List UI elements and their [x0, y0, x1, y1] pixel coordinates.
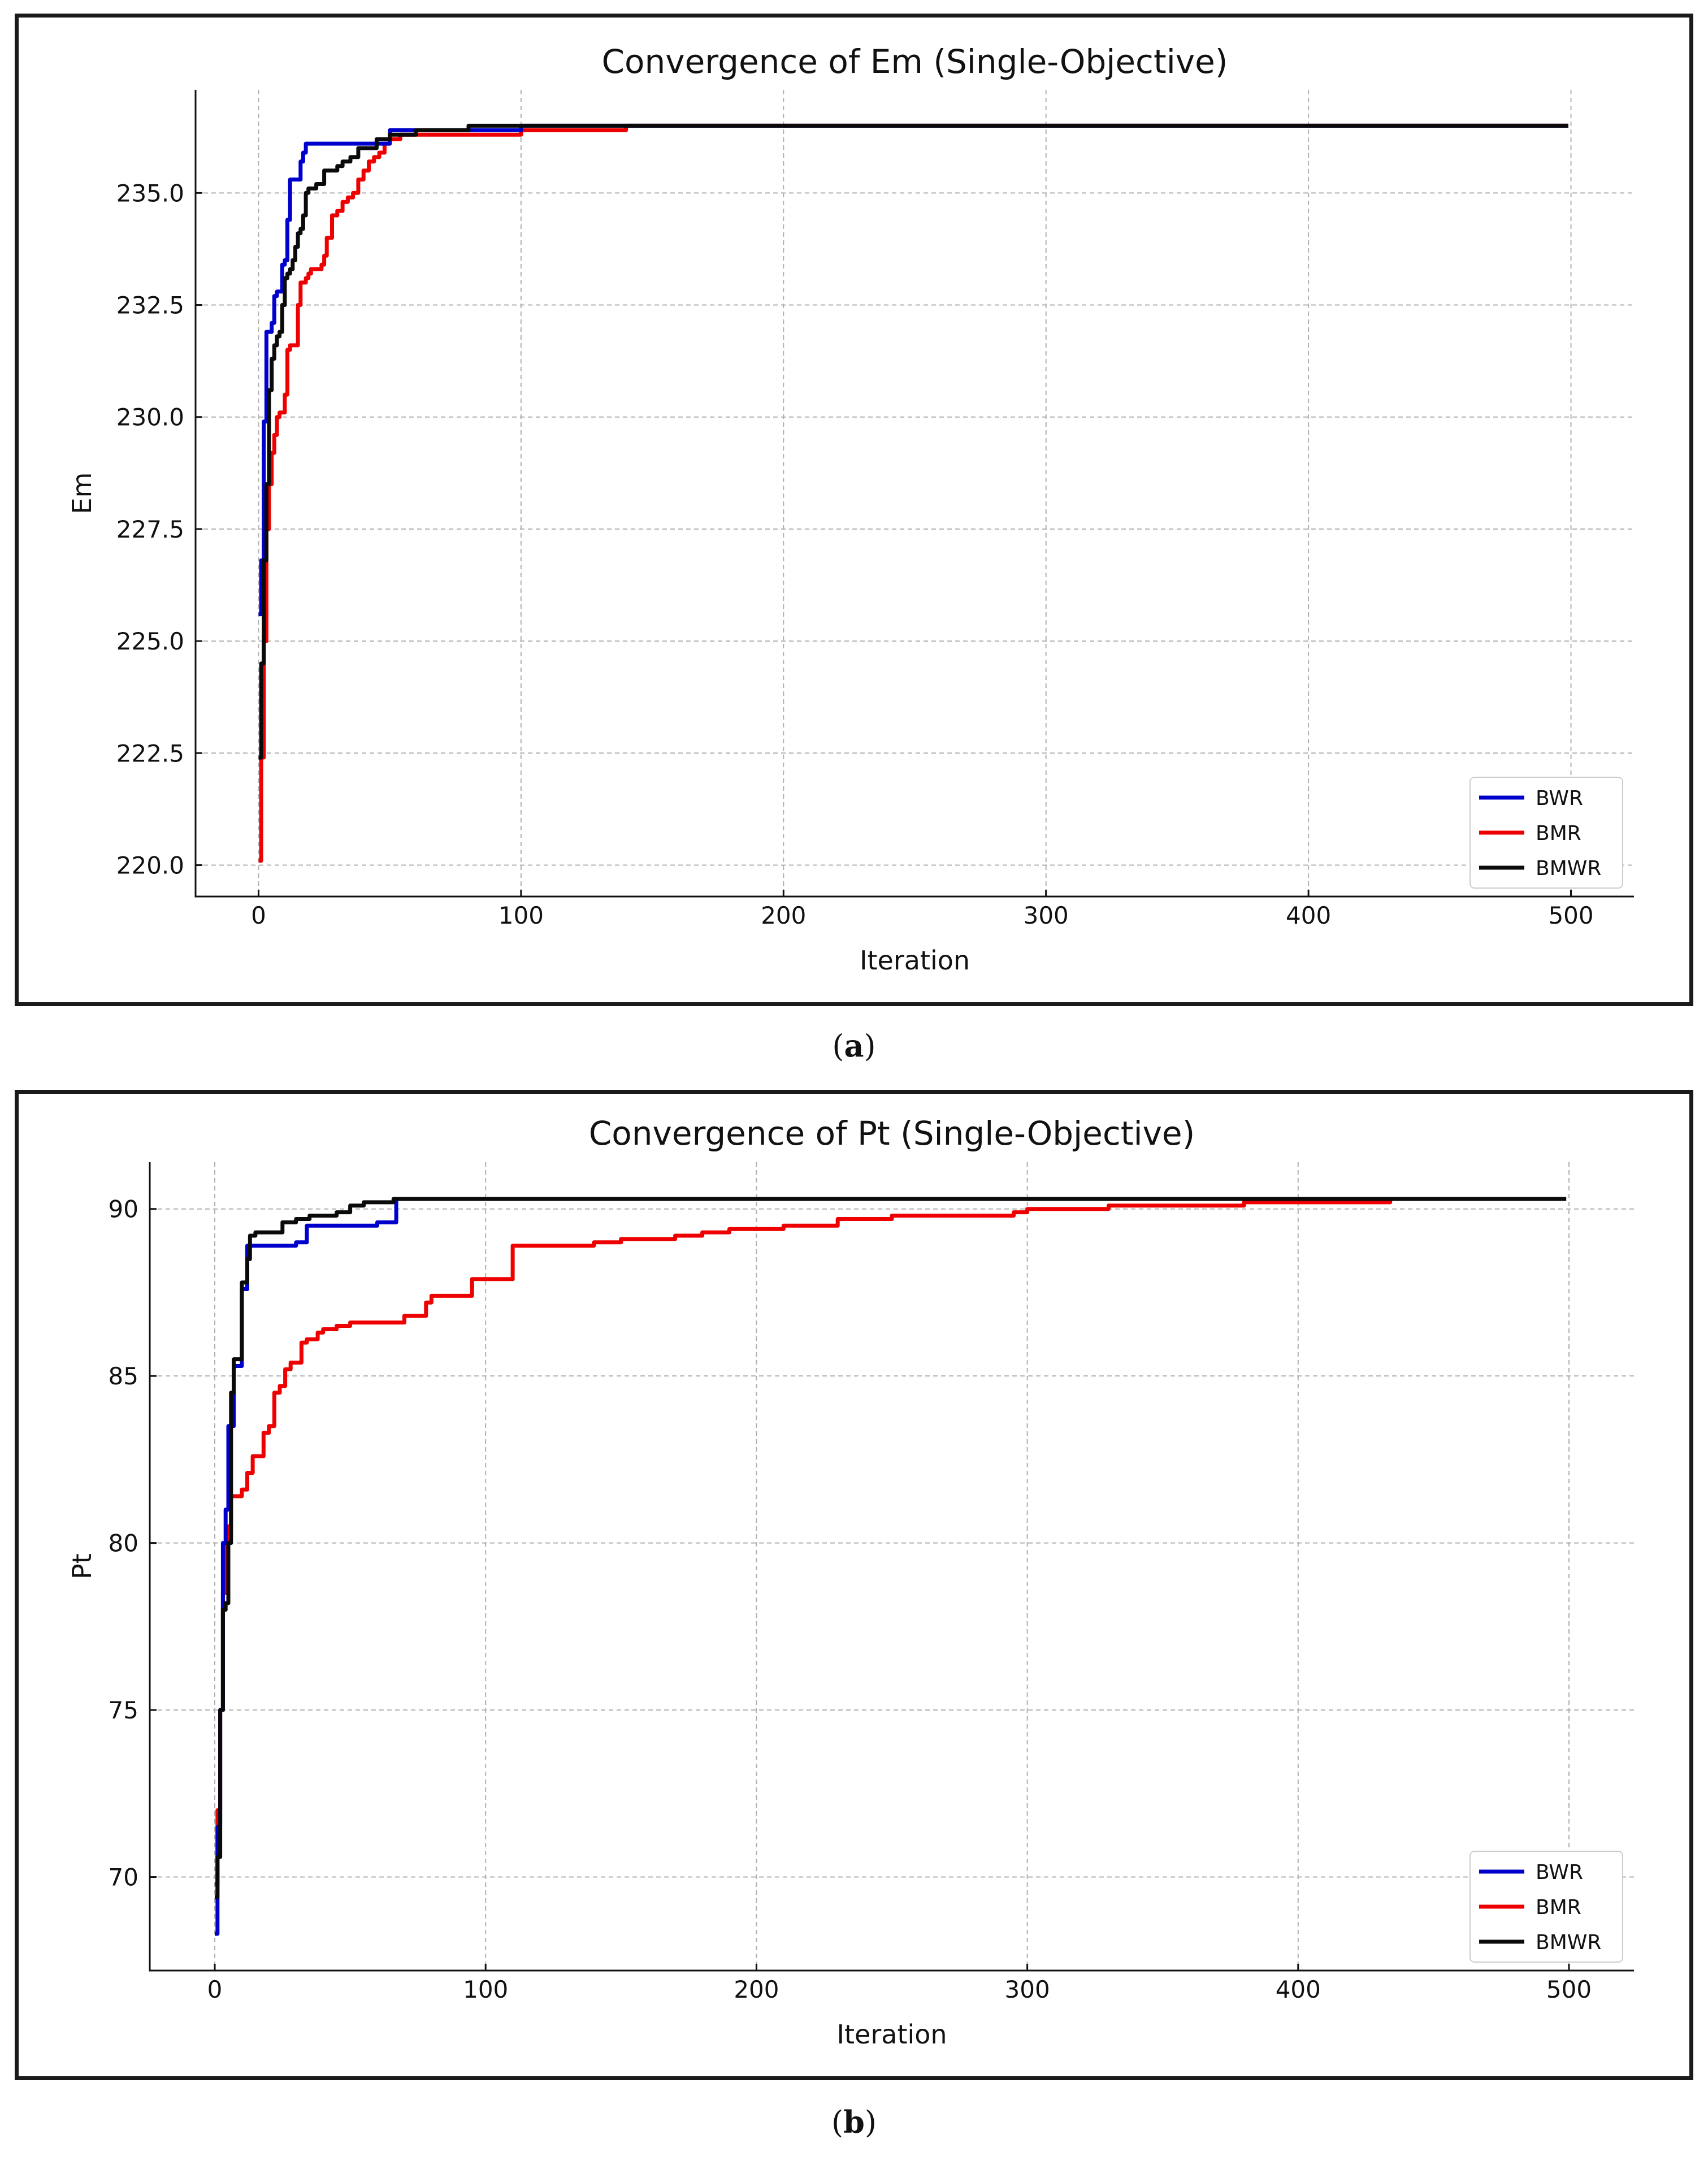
chart-b-svg: 0 100 200 300 400 500 70 75 80 85 90 Convergence of… [67, 1114, 1634, 2050]
chart-b-xtick-label-4: 400 [1276, 1976, 1321, 2003]
chart-b-series-bmwr [215, 1197, 1567, 1899]
chart-a-ytick-label-5: 232.5 [116, 292, 184, 319]
chart-a-series-bmr [258, 123, 1568, 863]
chart-a-legend-box [1469, 777, 1623, 889]
chart-b-ytick-label-4: 90 [109, 1196, 138, 1223]
chart-b-series-bwr [215, 1197, 605, 1936]
chart-a-ylabel: Em [67, 473, 97, 514]
chart-a-xtick-label-5: 500 [1548, 902, 1593, 929]
chart-b-title: Convergence of Pt (Single-Objective) [589, 1114, 1195, 1153]
chart-b-xtick-label-5: 500 [1546, 1976, 1592, 2003]
chart-b-legend-box [1469, 1851, 1623, 1963]
chart-b-legend-label-bwr: BWR [1536, 1861, 1583, 1884]
chart-a-legend-label-bmr: BMR [1536, 822, 1581, 845]
caption-b-prefix: ( [831, 2105, 844, 2140]
chart-b-xtick-label-2: 200 [734, 1976, 779, 2003]
chart-b-axes [149, 1162, 1634, 1972]
chart-a-ytick-label-1: 222.5 [116, 739, 184, 767]
chart-a-legend-label-bwr: BWR [1536, 787, 1583, 810]
chart-panel-a: 0 100 200 300 400 500 220.0 222.5 225.0 227.5 230.… [15, 14, 1693, 1006]
caption-b: (b) [0, 2104, 1708, 2140]
chart-a-xtick-label-4: 400 [1286, 902, 1331, 929]
chart-b-legend-label-bmwr: BMWR [1536, 1931, 1601, 1954]
chart-b-ylabel: Pt [67, 1553, 97, 1579]
chart-a-ytick-label-0: 220.0 [116, 852, 184, 880]
caption-a: (a) [0, 1028, 1708, 1064]
caption-a-letter: a [844, 1028, 864, 1064]
caption-b-suffix: ) [864, 2105, 877, 2140]
caption-b-letter: b [843, 2104, 865, 2140]
chart-a-xtick-label-3: 300 [1024, 902, 1069, 929]
chart-a-series-bmwr [258, 123, 1568, 760]
chart-b-legend-label-bmr: BMR [1536, 1896, 1581, 1919]
chart-b-xtick-label-3: 300 [1005, 1976, 1050, 2003]
chart-a-legend-label-bmwr: BMWR [1536, 857, 1601, 880]
chart-b-xtick-label-1: 100 [463, 1976, 508, 2003]
caption-a-suffix: ) [864, 1028, 876, 1064]
chart-a-xtick-label-2: 200 [761, 902, 806, 929]
chart-a-axes [194, 90, 1634, 898]
chart-b-xtick-label-0: 0 [207, 1976, 223, 2003]
chart-a-xtick-label-0: 0 [251, 902, 266, 929]
chart-b-ytick-label-1: 75 [109, 1696, 138, 1724]
chart-a-ytick-label-4: 230.0 [116, 404, 184, 431]
chart-b-ytick-label-0: 70 [109, 1864, 138, 1891]
chart-a-ytick-label-3: 227.5 [116, 516, 184, 543]
chart-a-xlabel: Iteration [860, 945, 970, 976]
chart-b-series-bmr [215, 1199, 1393, 1886]
caption-a-prefix: ( [832, 1028, 844, 1064]
chart-panel-b: 0 100 200 300 400 500 70 75 80 85 90 Convergence of… [15, 1090, 1693, 2080]
chart-a-xtick-label-1: 100 [498, 902, 544, 929]
chart-a-ytick-label-2: 225.0 [116, 627, 184, 655]
chart-a-series-bwr [258, 123, 1568, 617]
chart-b-ytick-label-2: 80 [109, 1530, 138, 1557]
chart-a-ytick-label-6: 235.0 [116, 179, 184, 207]
chart-b-xlabel: Iteration [836, 2019, 947, 2050]
chart-a-svg: 0 100 200 300 400 500 220.0 222.5 225.0 227.5 230.… [67, 42, 1634, 976]
chart-b-ytick-label-3: 85 [109, 1362, 138, 1390]
chart-a-title: Convergence of Em (Single-Objective) [602, 42, 1228, 81]
